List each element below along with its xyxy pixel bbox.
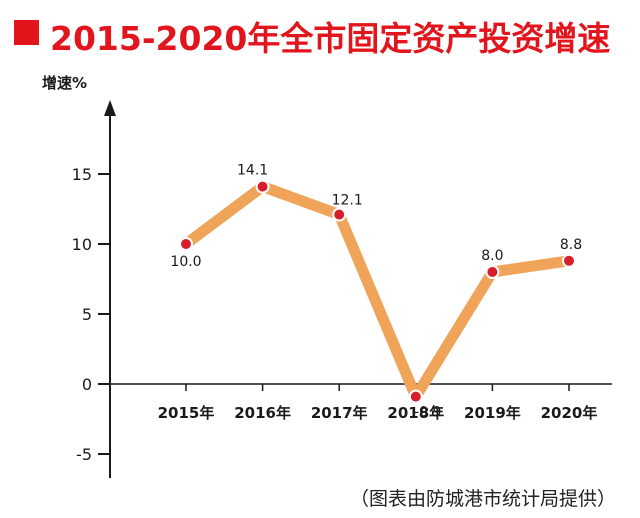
title-marker-square bbox=[14, 20, 39, 45]
chart-title: 2015-2020年全市固定资产投资增速 bbox=[50, 19, 611, 58]
series-line bbox=[180, 181, 575, 403]
source-note: （图表由防城港市统计局提供） bbox=[349, 488, 616, 510]
data-label: -0.9 bbox=[414, 405, 441, 421]
y-tick-label: 5 bbox=[82, 305, 92, 324]
y-tick-label: 0 bbox=[82, 375, 92, 394]
y-axis-label: 增速% bbox=[42, 74, 87, 92]
x-tick-label: 2017年 bbox=[311, 404, 368, 422]
data-point bbox=[255, 179, 270, 194]
data-label: 10.0 bbox=[170, 254, 201, 270]
data-label: 8.0 bbox=[481, 248, 503, 264]
x-tick-label: 2020年 bbox=[541, 404, 598, 422]
x-tick-label: 2018年 bbox=[387, 404, 444, 422]
x-tick-label: 2016年 bbox=[234, 404, 291, 422]
y-tick-label: -5 bbox=[76, 445, 92, 464]
y-tick-label: 10 bbox=[72, 235, 92, 254]
data-label: 14.1 bbox=[237, 163, 268, 179]
data-point bbox=[485, 265, 500, 279]
data-point bbox=[179, 237, 193, 251]
data-label: 12.1 bbox=[332, 193, 363, 209]
y-axis-arrow bbox=[104, 100, 116, 116]
data-point bbox=[562, 253, 576, 268]
chart-header: 2015-2020年全市固定资产投资增速 bbox=[0, 0, 640, 62]
data-point bbox=[332, 207, 347, 222]
data-point bbox=[408, 389, 423, 404]
x-tick-label: 2015年 bbox=[158, 404, 215, 422]
data-label: 8.8 bbox=[560, 237, 582, 253]
x-tick-label: 2019年 bbox=[464, 404, 521, 422]
y-tick-label: 15 bbox=[72, 165, 92, 184]
